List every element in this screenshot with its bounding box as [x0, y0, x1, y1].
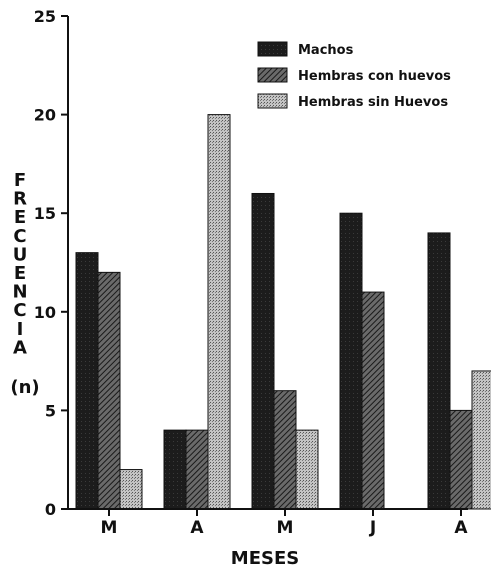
legend-swatch-dotted — [257, 93, 288, 109]
axes — [67, 16, 468, 510]
y-tick-label: 20 — [34, 106, 56, 125]
x-tick-label: M — [101, 518, 118, 538]
bar-hatch-5 — [449, 409, 473, 510]
bar-dark-3 — [251, 192, 275, 510]
x-tick-label: A — [454, 518, 468, 538]
bar-dotted-1 — [119, 469, 143, 510]
y-axis-title-letter: A — [13, 337, 27, 358]
bar-hatch-4 — [361, 291, 385, 510]
y-axis-title-letter: I — [17, 319, 24, 340]
y-axis-ticks: 0 5 10 15 20 25 — [34, 7, 68, 519]
y-tick-label: 15 — [34, 204, 56, 223]
legend-swatch-hatch — [257, 67, 288, 83]
bar-dark-4 — [339, 212, 363, 510]
y-axis-title-letter: E — [14, 263, 26, 284]
x-axis-title: MESES — [231, 548, 299, 569]
y-tick-label: 10 — [34, 303, 56, 322]
bar-hatch-3 — [273, 390, 297, 510]
y-axis-title-letter: C — [13, 300, 26, 321]
y-axis-title-letter: U — [13, 244, 28, 265]
bar-dotted-5 — [471, 370, 491, 510]
bars — [75, 114, 491, 510]
y-axis-title-letter: E — [14, 207, 26, 228]
bar-dark-2 — [163, 429, 187, 510]
bar-dotted-2 — [207, 114, 231, 510]
bar-hatch-2 — [185, 429, 209, 510]
y-axis-unit-label: (n) — [10, 377, 39, 398]
legend: Machos Hembras con huevos Hembras sin Huev… — [257, 41, 451, 110]
y-tick-label: 0 — [45, 500, 56, 519]
bar-hatch-1 — [97, 271, 121, 510]
y-axis-title-letter: N — [12, 282, 27, 303]
bar-dark-5 — [427, 232, 451, 510]
y-axis-title-letter: F — [14, 170, 26, 191]
legend-label: Hembras con huevos — [298, 69, 451, 84]
y-tick-label: 25 — [34, 7, 56, 26]
y-axis-title-letter: R — [13, 189, 27, 210]
x-tick-label: A — [190, 518, 204, 538]
legend-swatch-dark — [257, 41, 288, 57]
bar-dark-1 — [75, 252, 99, 510]
x-tick-label: J — [369, 518, 376, 538]
x-tick-label: M — [277, 518, 294, 538]
legend-label: Machos — [298, 43, 354, 58]
y-axis-title-letter: C — [13, 226, 26, 247]
bar-dotted-3 — [295, 429, 319, 510]
legend-label: Hembras sin Huevos — [298, 95, 448, 110]
y-tick-label: 5 — [45, 401, 56, 420]
